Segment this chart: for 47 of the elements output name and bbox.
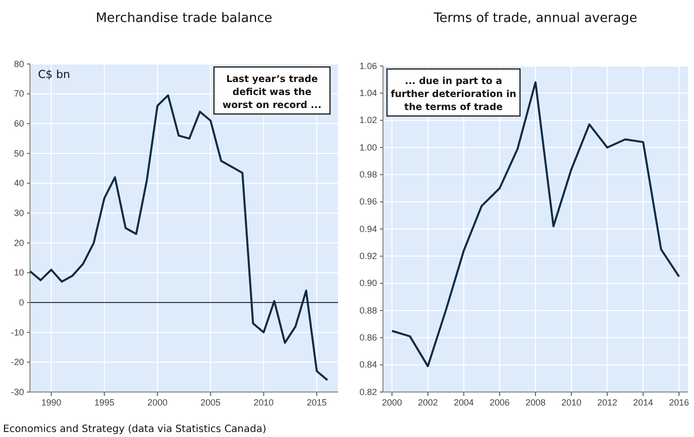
x-tick-label: 2012 <box>597 397 618 408</box>
y-tick-label: 1.04 <box>359 88 377 98</box>
y-tick-label: 0.92 <box>359 251 377 262</box>
y-tick-label: 40 <box>14 178 24 188</box>
y-tick-label: 1.06 <box>359 60 377 71</box>
y-axis-title: C$ bn <box>38 68 70 81</box>
y-tick-label: 0.96 <box>359 196 377 207</box>
y-tick-label: 50 <box>14 148 24 158</box>
x-tick-label: 2005 <box>200 397 221 408</box>
y-tick-label: 0.88 <box>359 305 377 316</box>
y-tick-label: 1.00 <box>359 142 377 152</box>
y-tick-label: 0.90 <box>359 278 377 288</box>
y-tick-label: 60 <box>14 118 24 129</box>
y-tick-label: 0.98 <box>359 170 377 180</box>
x-tick-label: 2014 <box>633 397 654 408</box>
y-tick-label: 0.86 <box>359 332 377 343</box>
y-tick-label: 0.82 <box>359 386 377 397</box>
x-tick-label: 2002 <box>418 397 438 408</box>
chart-title: Terms of trade, annual average <box>432 11 638 26</box>
y-tick-label: 0.94 <box>359 224 377 234</box>
y-tick-label: 0 <box>18 297 24 308</box>
y-tick-label: 20 <box>14 238 24 248</box>
x-tick-label: 2015 <box>306 397 327 408</box>
x-tick-label: 2000 <box>382 397 402 408</box>
y-tick-label: -20 <box>10 357 24 368</box>
annotation: Last year’s trade deficit was the worst on record ... <box>222 74 322 111</box>
x-tick-label: 1990 <box>41 397 62 408</box>
line-series <box>29 94 328 382</box>
y-tick-label: -10 <box>10 327 24 338</box>
y-tick-label: 80 <box>14 58 24 69</box>
y-tick-label: 70 <box>14 88 24 99</box>
text: Economics and Strategy (data via Statistics Canada) <box>3 424 266 435</box>
annotation: ... due in part to a further deterioration in the terms of trade <box>390 76 516 113</box>
x-tick-label: 2010 <box>254 397 274 408</box>
y-tick-label: 10 <box>14 268 24 278</box>
x-tick-label: 2000 <box>147 397 168 408</box>
x-tick-label: 2004 <box>454 397 474 408</box>
y-tick-label: -30 <box>10 386 24 397</box>
chart-title: Merchandise trade balance <box>96 11 272 26</box>
y-tick-label: 1.02 <box>359 115 377 126</box>
x-tick-label: 1995 <box>94 397 114 408</box>
y-tick-label: 30 <box>14 208 24 218</box>
x-tick-label: 2008 <box>525 397 546 408</box>
y-tick-label: 0.84 <box>359 360 377 370</box>
x-tick-label: 2016 <box>669 397 690 408</box>
x-tick-label: 2010 <box>561 397 582 408</box>
x-tick-label: 2006 <box>490 397 510 408</box>
